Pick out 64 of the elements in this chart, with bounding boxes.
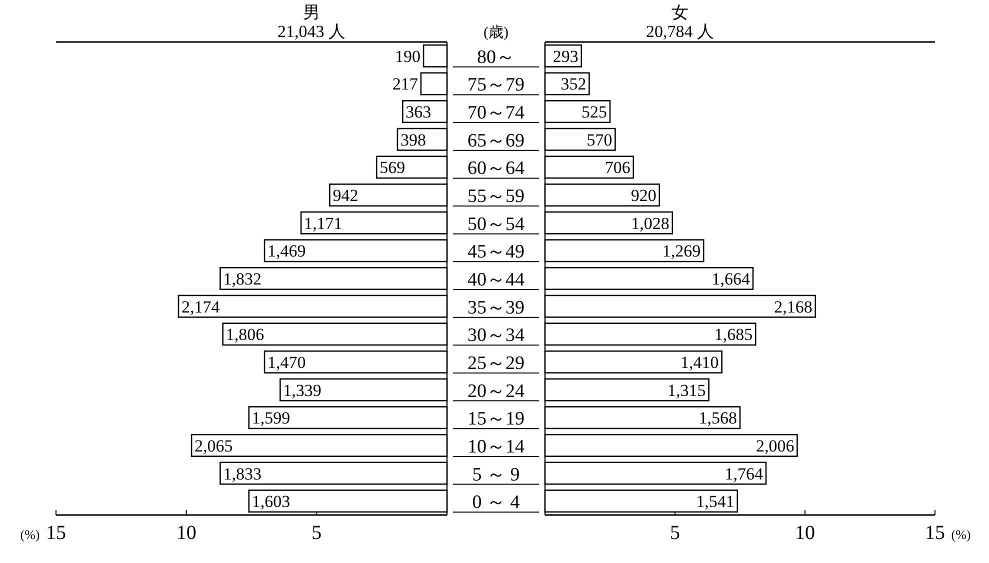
- annotation: 569: [380, 158, 406, 178]
- y-tick-label: 80～: [477, 46, 515, 68]
- x-tick-label: 5: [312, 522, 322, 544]
- chart-subtitle: 20,784 人: [646, 22, 714, 41]
- annotation: 190: [395, 46, 421, 66]
- annotation: 363: [406, 102, 432, 122]
- x-tick-label: 10: [795, 522, 815, 544]
- annotation: 1,339: [283, 380, 322, 400]
- annotation: 1,470: [268, 352, 306, 372]
- x-tick-label: 15: [46, 522, 66, 544]
- y-tick-label: 65～69: [468, 130, 524, 152]
- annotation: 1,410: [680, 352, 719, 372]
- annotation: 1,541: [696, 492, 734, 512]
- y-tick-label: 40～44: [468, 270, 525, 290]
- annotation: 2,174: [182, 297, 220, 316]
- annotation: 525: [582, 102, 607, 122]
- annotation: 1,832: [223, 270, 262, 288]
- annotation: 1,568: [698, 408, 737, 428]
- annotation: 920: [630, 186, 656, 206]
- annotation: 293: [552, 46, 578, 66]
- y-tick-label: 25～29: [468, 352, 524, 374]
- y-tick-label: 35～39: [468, 297, 524, 318]
- annotation: 942: [332, 186, 358, 206]
- y-tick-label: 0 ～ 4: [472, 492, 520, 514]
- annotation: 2,168: [774, 297, 812, 316]
- y-tick-label: 30～34: [468, 325, 525, 346]
- annotation: 1,806: [226, 325, 264, 344]
- x-tick-label: 5: [670, 522, 680, 544]
- x-tick-label: 10: [176, 522, 196, 544]
- annotation: 1,599: [252, 408, 290, 428]
- annotation: 1,171: [304, 214, 342, 233]
- x-axis-title: (%): [951, 527, 971, 542]
- y-tick-label: 50～54: [468, 214, 525, 235]
- annotation: 2,065: [194, 436, 233, 456]
- x-axis-title: (%): [20, 527, 40, 542]
- x-tick-label: 15: [925, 522, 945, 544]
- annotation: 1,664: [712, 270, 750, 288]
- y-tick-label: 70～74: [468, 102, 525, 124]
- chart-title: 女: [672, 3, 688, 22]
- y-tick-label: 15～19: [468, 408, 524, 430]
- annotation: 352: [560, 74, 586, 94]
- annotation: 1,315: [668, 380, 706, 400]
- y-tick-label: 10～14: [468, 436, 525, 458]
- annotation: 1,028: [631, 214, 670, 233]
- y-tick-label: 45～49: [468, 242, 524, 263]
- annotation: 1,685: [714, 325, 753, 344]
- annotation: 1,764: [724, 464, 764, 484]
- y-tick-label: 55～59: [468, 186, 524, 208]
- annotation: 570: [586, 130, 612, 150]
- annotation: 1,469: [268, 242, 306, 261]
- annotation: 2,006: [756, 436, 794, 456]
- annotation: 706: [604, 158, 630, 178]
- annotation: 1,833: [223, 464, 262, 484]
- annotation: 398: [400, 130, 426, 150]
- y-axis-title: (歳): [484, 24, 508, 41]
- annotation: 1,269: [662, 242, 701, 261]
- y-tick-label: 5 ～ 9: [472, 464, 520, 486]
- chart-subtitle: 21,043 人: [278, 22, 346, 41]
- annotation: 217: [392, 74, 418, 94]
- y-tick-label: 75～79: [468, 74, 524, 96]
- y-tick-label: 20～24: [468, 380, 525, 402]
- chart-title: 男: [303, 3, 320, 22]
- y-tick-label: 60～64: [468, 158, 525, 180]
- annotation: 1,603: [252, 492, 290, 512]
